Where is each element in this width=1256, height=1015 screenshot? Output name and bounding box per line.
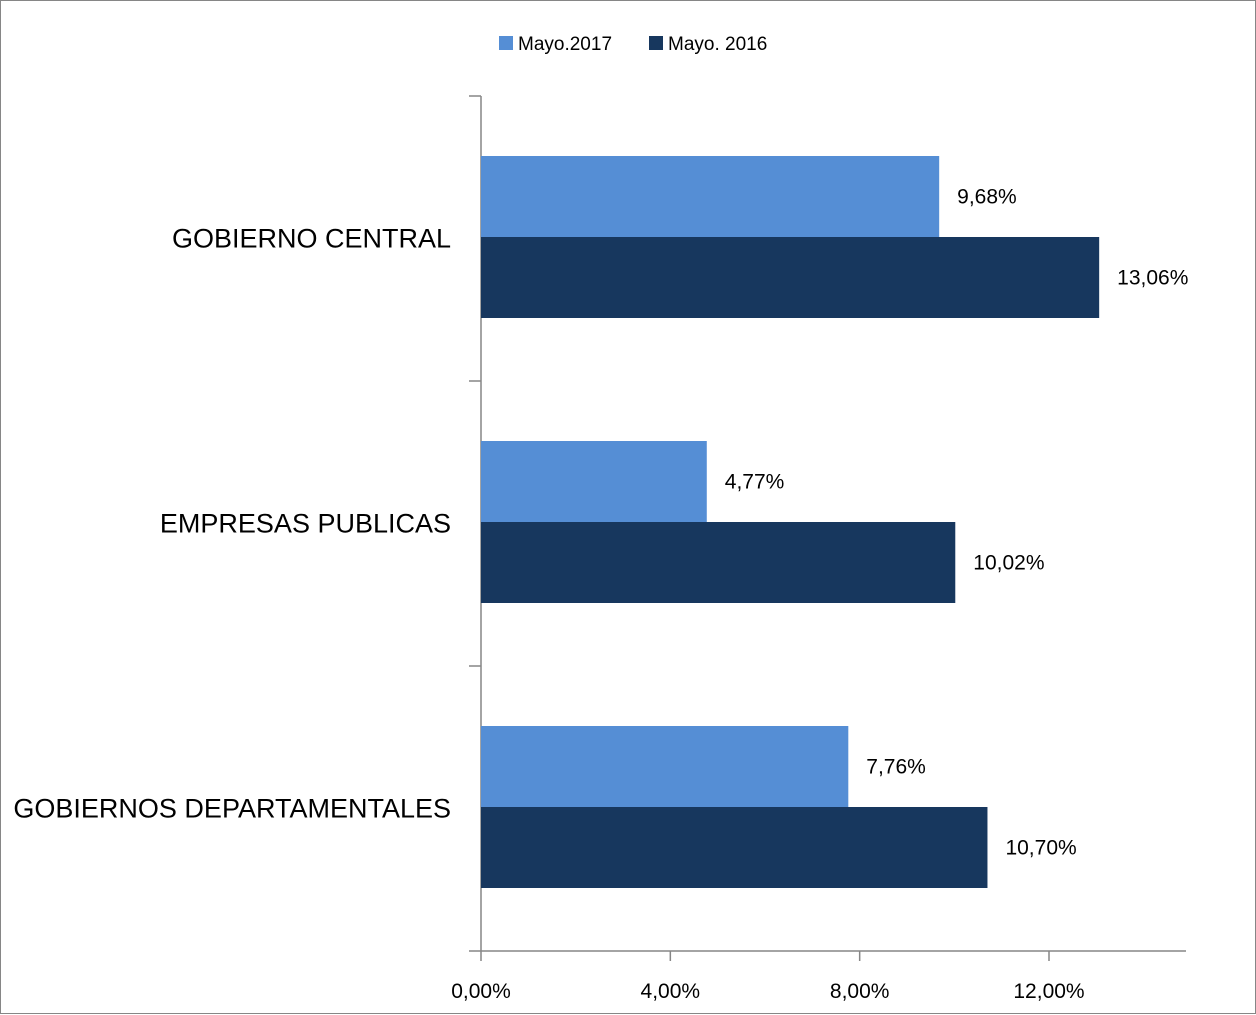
bar-mayo-2016 <box>481 807 988 888</box>
x-tick-label: 8,00% <box>830 980 890 1003</box>
legend-label: Mayo.2017 <box>518 34 612 55</box>
bar-mayo-2016 <box>481 237 1100 318</box>
data-label: 4,77% <box>725 471 785 494</box>
data-label: 7,76% <box>866 756 926 779</box>
bar-mayo-2017 <box>481 441 707 522</box>
x-tick-label: 0,00% <box>451 980 511 1003</box>
axes: 0,00% 4,00% 8,00% 12,00% <box>451 95 1186 1003</box>
legend-swatch <box>499 36 513 50</box>
legend-label: Mayo. 2016 <box>668 34 767 55</box>
category-label: GOBIERNO CENTRAL <box>172 224 451 254</box>
category-label: GOBIERNOS DEPARTAMENTALES <box>13 794 451 824</box>
legend: Mayo.2017 Mayo. 2016 <box>499 34 767 55</box>
data-label: 13,06% <box>1117 267 1188 290</box>
category-label: EMPRESAS PUBLICAS <box>160 509 451 539</box>
legend-swatch <box>649 36 663 50</box>
bar-mayo-2017 <box>481 156 940 237</box>
bars <box>481 156 1100 888</box>
data-label: 9,68% <box>957 186 1017 209</box>
x-tick-label: 12,00% <box>1013 980 1084 1003</box>
data-label: 10,70% <box>1005 837 1076 860</box>
data-label: 10,02% <box>973 552 1044 575</box>
bar-mayo-2016 <box>481 522 956 603</box>
bar-mayo-2017 <box>481 726 849 807</box>
labels: GOBIERNO CENTRAL 9,68% 13,06% EMPRESAS PUBL… <box>13 186 1188 860</box>
x-tick-label: 4,00% <box>641 980 701 1003</box>
